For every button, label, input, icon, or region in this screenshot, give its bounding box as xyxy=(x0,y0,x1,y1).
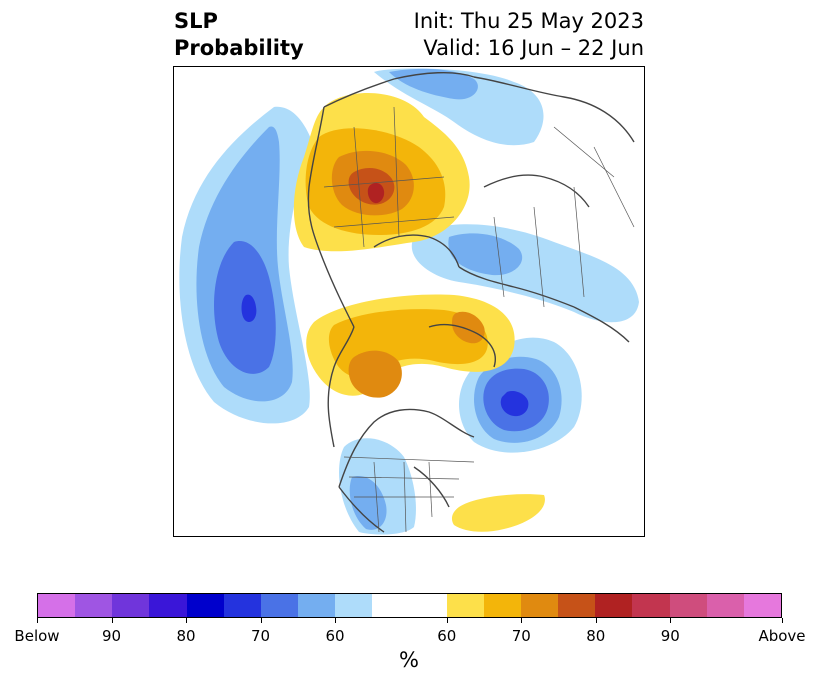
below-europe-65 xyxy=(448,233,523,276)
colorbar-tick-mark xyxy=(521,618,522,623)
colorbar-above-3 xyxy=(558,594,596,617)
colorbar-tick-label: Above xyxy=(758,627,806,645)
colorbar xyxy=(37,593,782,618)
below-atlantic-75 xyxy=(500,391,529,417)
below-us-65 xyxy=(349,476,387,530)
colorbar-below-8 xyxy=(335,594,373,617)
colorbar-above-8 xyxy=(743,594,782,617)
valid-range: Valid: 16 Jun – 22 Jun xyxy=(423,36,644,60)
variable-label: SLP xyxy=(174,9,218,33)
colorbar-above-2 xyxy=(521,594,559,617)
colorbar-tick-label: 80 xyxy=(586,627,606,645)
coastlines xyxy=(307,71,635,533)
colorbar-tick-label: 70 xyxy=(250,627,271,645)
colorbar-tick-label: 90 xyxy=(660,627,680,645)
colorbar-tick-mark xyxy=(186,618,187,623)
probability-map xyxy=(173,66,645,537)
colorbar-tick-mark xyxy=(37,618,38,623)
above-canada-70 xyxy=(348,350,402,398)
colorbar-tick-label: Below xyxy=(14,627,60,645)
colorbar-neutral xyxy=(372,594,447,617)
colorbar-below-3 xyxy=(149,594,187,617)
above-gulf-60 xyxy=(451,494,545,532)
colorbar-above-5 xyxy=(632,594,670,617)
init-date: Init: Thu 25 May 2023 xyxy=(413,9,644,33)
colorbar-unit: % xyxy=(399,648,419,672)
colorbar-above-1 xyxy=(483,594,522,617)
above-canada-70b xyxy=(452,311,485,344)
below-pacific-75 xyxy=(241,294,257,323)
above-siberia-80 xyxy=(367,182,385,204)
colorbar-tick-label: 80 xyxy=(176,627,196,645)
borders xyxy=(323,106,635,533)
colorbar-tick-mark xyxy=(447,618,448,623)
colorbar-tick-mark xyxy=(596,618,597,623)
colorbar-below-6 xyxy=(260,594,299,617)
colorbar-below-1 xyxy=(75,594,113,617)
map-title: SLP Probability xyxy=(174,8,304,62)
colorbar-tick-mark xyxy=(261,618,262,623)
colorbar-tick-label: 60 xyxy=(325,627,345,645)
date-info: Init: Thu 25 May 2023 Valid: 16 Jun – 22… xyxy=(414,8,644,62)
colorbar-below-0 xyxy=(38,594,76,617)
colorbar-tick-mark xyxy=(782,618,783,623)
map-canvas xyxy=(179,68,639,535)
colorbar-above-7 xyxy=(706,594,744,617)
colorbar-below-2 xyxy=(112,594,150,617)
below-arctic-65 xyxy=(389,68,478,100)
colorbar-tick-label: 70 xyxy=(511,627,531,645)
colorbar-below-4 xyxy=(186,594,224,617)
colorbar-tick-mark xyxy=(335,618,336,623)
colorbar-tick-mark xyxy=(112,618,113,623)
colorbar-tick-label: 90 xyxy=(101,627,122,645)
colorbar-tick-label: 60 xyxy=(437,627,457,645)
colorbar-below-7 xyxy=(298,594,336,617)
colorbar-above-4 xyxy=(595,594,633,617)
colorbar-above-6 xyxy=(669,594,707,617)
colorbar-tick-mark xyxy=(670,618,671,623)
colorbar-below-5 xyxy=(223,594,261,617)
colorbar-above-0 xyxy=(446,594,484,617)
product-label: Probability xyxy=(174,36,304,60)
